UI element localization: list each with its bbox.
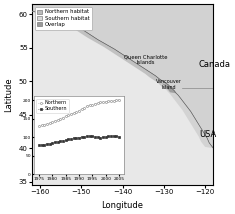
- Polygon shape: [162, 84, 176, 93]
- Text: Queen Charlotte
Islands: Queen Charlotte Islands: [124, 54, 167, 65]
- Text: USA: USA: [199, 130, 216, 139]
- X-axis label: Longitude: Longitude: [102, 201, 144, 210]
- Text: Vancouver
Island: Vancouver Island: [156, 79, 182, 90]
- Y-axis label: Latitude: Latitude: [4, 77, 13, 112]
- Polygon shape: [160, 83, 213, 148]
- Text: Canada: Canada: [199, 60, 231, 69]
- Legend: Northern habitat, Southern habitat, Overlap: Northern habitat, Southern habitat, Over…: [35, 7, 92, 30]
- Polygon shape: [22, 9, 174, 91]
- Polygon shape: [32, 4, 213, 185]
